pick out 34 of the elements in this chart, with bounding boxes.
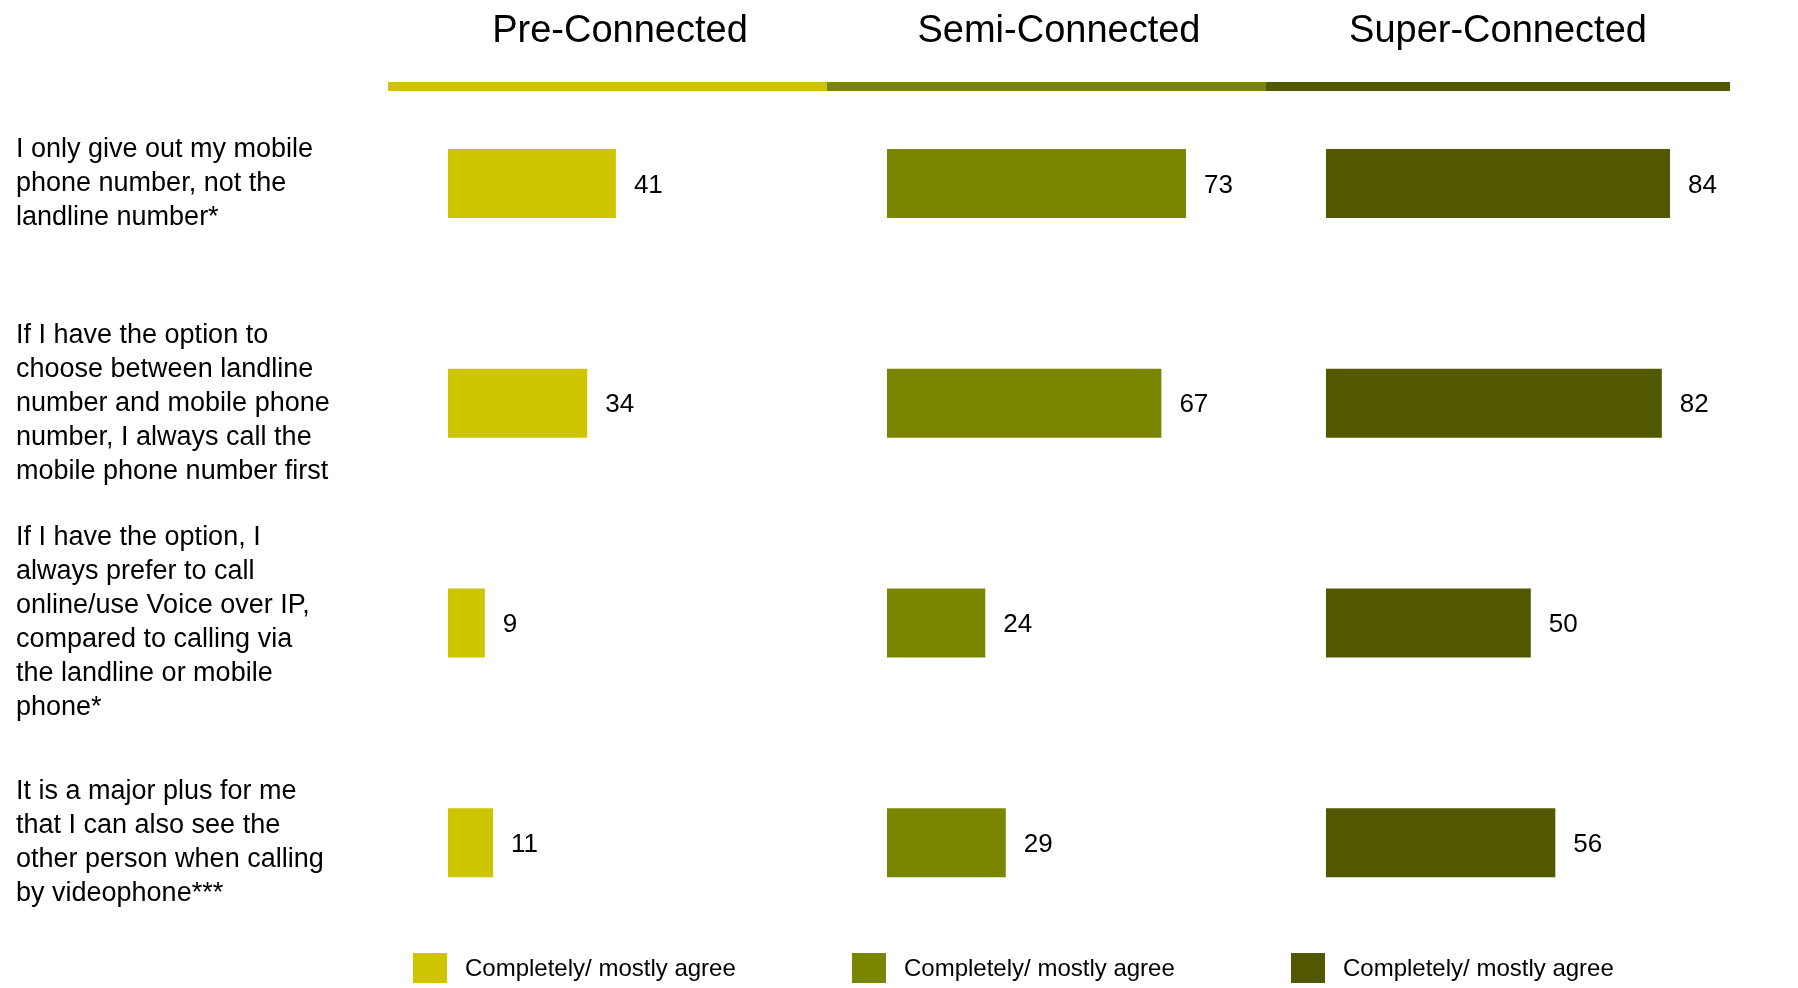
bar <box>887 368 1162 438</box>
y-tick-label: It is a major plus for me that I can also see the other person when calling by videophone*** <box>16 775 324 908</box>
legend-label: Completely/ mostly agree <box>1343 954 1614 982</box>
bar <box>448 149 616 218</box>
chart-title: Pre-Connected <box>491 8 749 51</box>
data-label: 56 <box>1573 827 1603 858</box>
bar <box>887 808 1006 878</box>
legend-label: Completely/ mostly agree <box>904 954 1175 982</box>
data-label: 11 <box>511 827 539 858</box>
data-label: 73 <box>1203 168 1233 199</box>
legend-label: Completely/ mostly agree <box>465 954 736 982</box>
data-label: 34 <box>605 388 635 419</box>
bar <box>887 149 1186 218</box>
chart-title: Semi-Connected <box>916 8 1202 51</box>
bar <box>1326 588 1531 658</box>
data-label: 84 <box>1688 168 1717 199</box>
bar <box>448 368 588 438</box>
bar <box>1326 149 1670 218</box>
data-label: 82 <box>1679 388 1709 419</box>
data-label: 29 <box>1023 827 1053 858</box>
bar <box>448 808 494 878</box>
data-label: 9 <box>502 608 518 639</box>
data-label: 50 <box>1548 608 1578 639</box>
y-tick-label: I only give out my mobile phone number, not the landline number* <box>16 133 314 231</box>
y-tick-label: If I have the option to choose between landline number and mobile phone number, I always call the mobile phone number first <box>16 318 330 485</box>
data-label: 41 <box>633 168 663 199</box>
chart-title: Super-Connected <box>1348 8 1648 51</box>
y-tick-label: If I have the option, I always prefer to call online/use Voice over IP, compared to calling via the landline or mobile phone* <box>16 521 310 722</box>
data-label: 24 <box>1003 608 1033 639</box>
bar <box>887 588 986 658</box>
bar <box>448 588 485 658</box>
bar <box>1326 368 1662 438</box>
bar <box>1326 808 1556 878</box>
data-label: 67 <box>1179 388 1209 419</box>
